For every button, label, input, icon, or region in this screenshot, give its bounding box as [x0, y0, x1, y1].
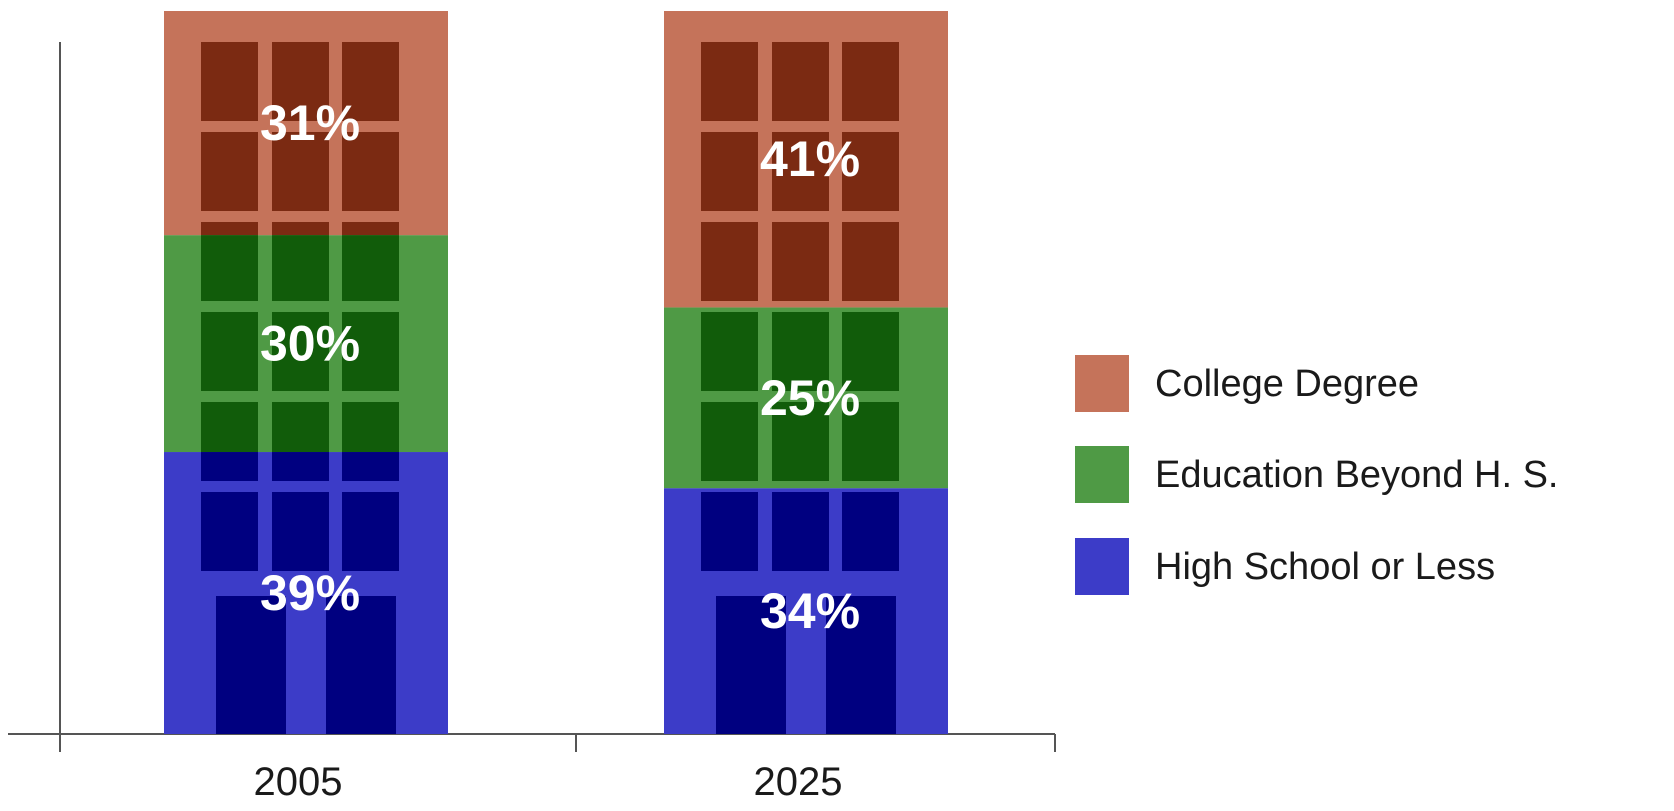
building-window-2005-r3-c2: [342, 312, 399, 391]
building-door-2005-1: [326, 596, 396, 734]
building-door-2005-0: [216, 596, 286, 734]
building-window-2025-r1-c1: [772, 132, 829, 211]
building-window-2025-r5-c0: [701, 492, 758, 571]
legend-item-college-degree: College Degree: [1075, 355, 1665, 412]
data-label-2025-0: 34%: [760, 583, 860, 639]
building-window-2005-r2-c2: [342, 222, 399, 236]
building-window-2005-r0-c0: [201, 42, 258, 121]
building-door-2025-0: [716, 596, 786, 734]
building-window-2005-r2-c0: [201, 235, 258, 301]
building-window-2005-r2-c2: [342, 235, 399, 301]
legend-swatch-high-school-or-less: [1075, 538, 1129, 595]
legend-item-education-beyond-hs: Education Beyond H. S.: [1075, 446, 1665, 503]
data-label-2005-1: 30%: [260, 316, 360, 372]
building-window-2025-r4-c1: [772, 402, 829, 481]
building-window-2025-r4-c2: [842, 402, 899, 481]
data-label-2025-1: 25%: [760, 370, 860, 426]
building-window-2025-r1-c0: [701, 132, 758, 211]
building-window-2005-r1-c2: [342, 132, 399, 211]
building-window-2025-r0-c2: [842, 42, 899, 121]
data-label-2025-2: 41%: [760, 131, 860, 187]
building-window-2025-r2-c2: [842, 222, 899, 301]
building-window-2005-r5-c2: [342, 492, 399, 571]
building-window-2005-r1-c0: [201, 132, 258, 211]
building-window-2025-r0-c0: [701, 42, 758, 121]
building-window-2025-r3-c2: [842, 312, 899, 391]
building-window-2025-r5-c2: [842, 492, 899, 571]
building-window-2025-r3-c0: [701, 312, 758, 391]
building-door-2025-1: [826, 596, 896, 734]
building-window-2005-r5-c0: [201, 492, 258, 571]
building-window-2025-r0-c1: [772, 42, 829, 121]
x-tick-labels: 2005 2025: [254, 760, 843, 804]
building-window-2005-r4-c0: [201, 402, 258, 453]
legend-swatch-education-beyond-hs: [1075, 446, 1129, 503]
building-window-2025-r5-c1: [772, 492, 829, 571]
legend-label-college-degree: College Degree: [1155, 363, 1420, 405]
building-window-2025-r4-c0: [701, 402, 758, 481]
building-window-2005-r2-c0: [201, 222, 258, 236]
bar-labels-group: 39% 30% 31% 34% 25% 41%: [260, 95, 860, 639]
x-tick-label-2025: 2025: [754, 760, 843, 804]
data-label-2005-2: 31%: [260, 95, 360, 151]
building-window-2025-r1-c2: [842, 132, 899, 211]
data-label-2005-0: 39%: [260, 565, 360, 621]
building-window-2005-r2-c1: [272, 222, 329, 236]
legend-label-education-beyond-hs: Education Beyond H. S.: [1155, 454, 1559, 496]
building-window-2025-r2-c1: [772, 222, 829, 301]
building-window-2005-r3-c0: [201, 312, 258, 391]
building-window-2005-r4-c1: [272, 452, 329, 481]
legend-swatch-college-degree: [1075, 355, 1129, 412]
building-window-2005-r4-c1: [272, 402, 329, 453]
x-tick-label-2005: 2005: [254, 760, 343, 804]
bars-group: [164, 11, 948, 734]
building-window-2005-r0-c1: [272, 42, 329, 121]
building-window-2025-r3-c1: [772, 312, 829, 391]
building-window-2005-r4-c2: [342, 452, 399, 481]
building-window-2025-r2-c0: [701, 222, 758, 301]
building-window-2005-r0-c2: [342, 42, 399, 121]
building-window-2005-r1-c1: [272, 132, 329, 211]
legend-item-high-school-or-less: High School or Less: [1075, 538, 1665, 595]
building-window-2005-r5-c1: [272, 492, 329, 571]
building-window-2005-r4-c0: [201, 452, 258, 481]
building-window-2005-r2-c1: [272, 235, 329, 301]
building-window-2005-r3-c1: [272, 312, 329, 391]
legend-label-high-school-or-less: High School or Less: [1155, 546, 1496, 588]
building-window-2005-r4-c2: [342, 402, 399, 453]
